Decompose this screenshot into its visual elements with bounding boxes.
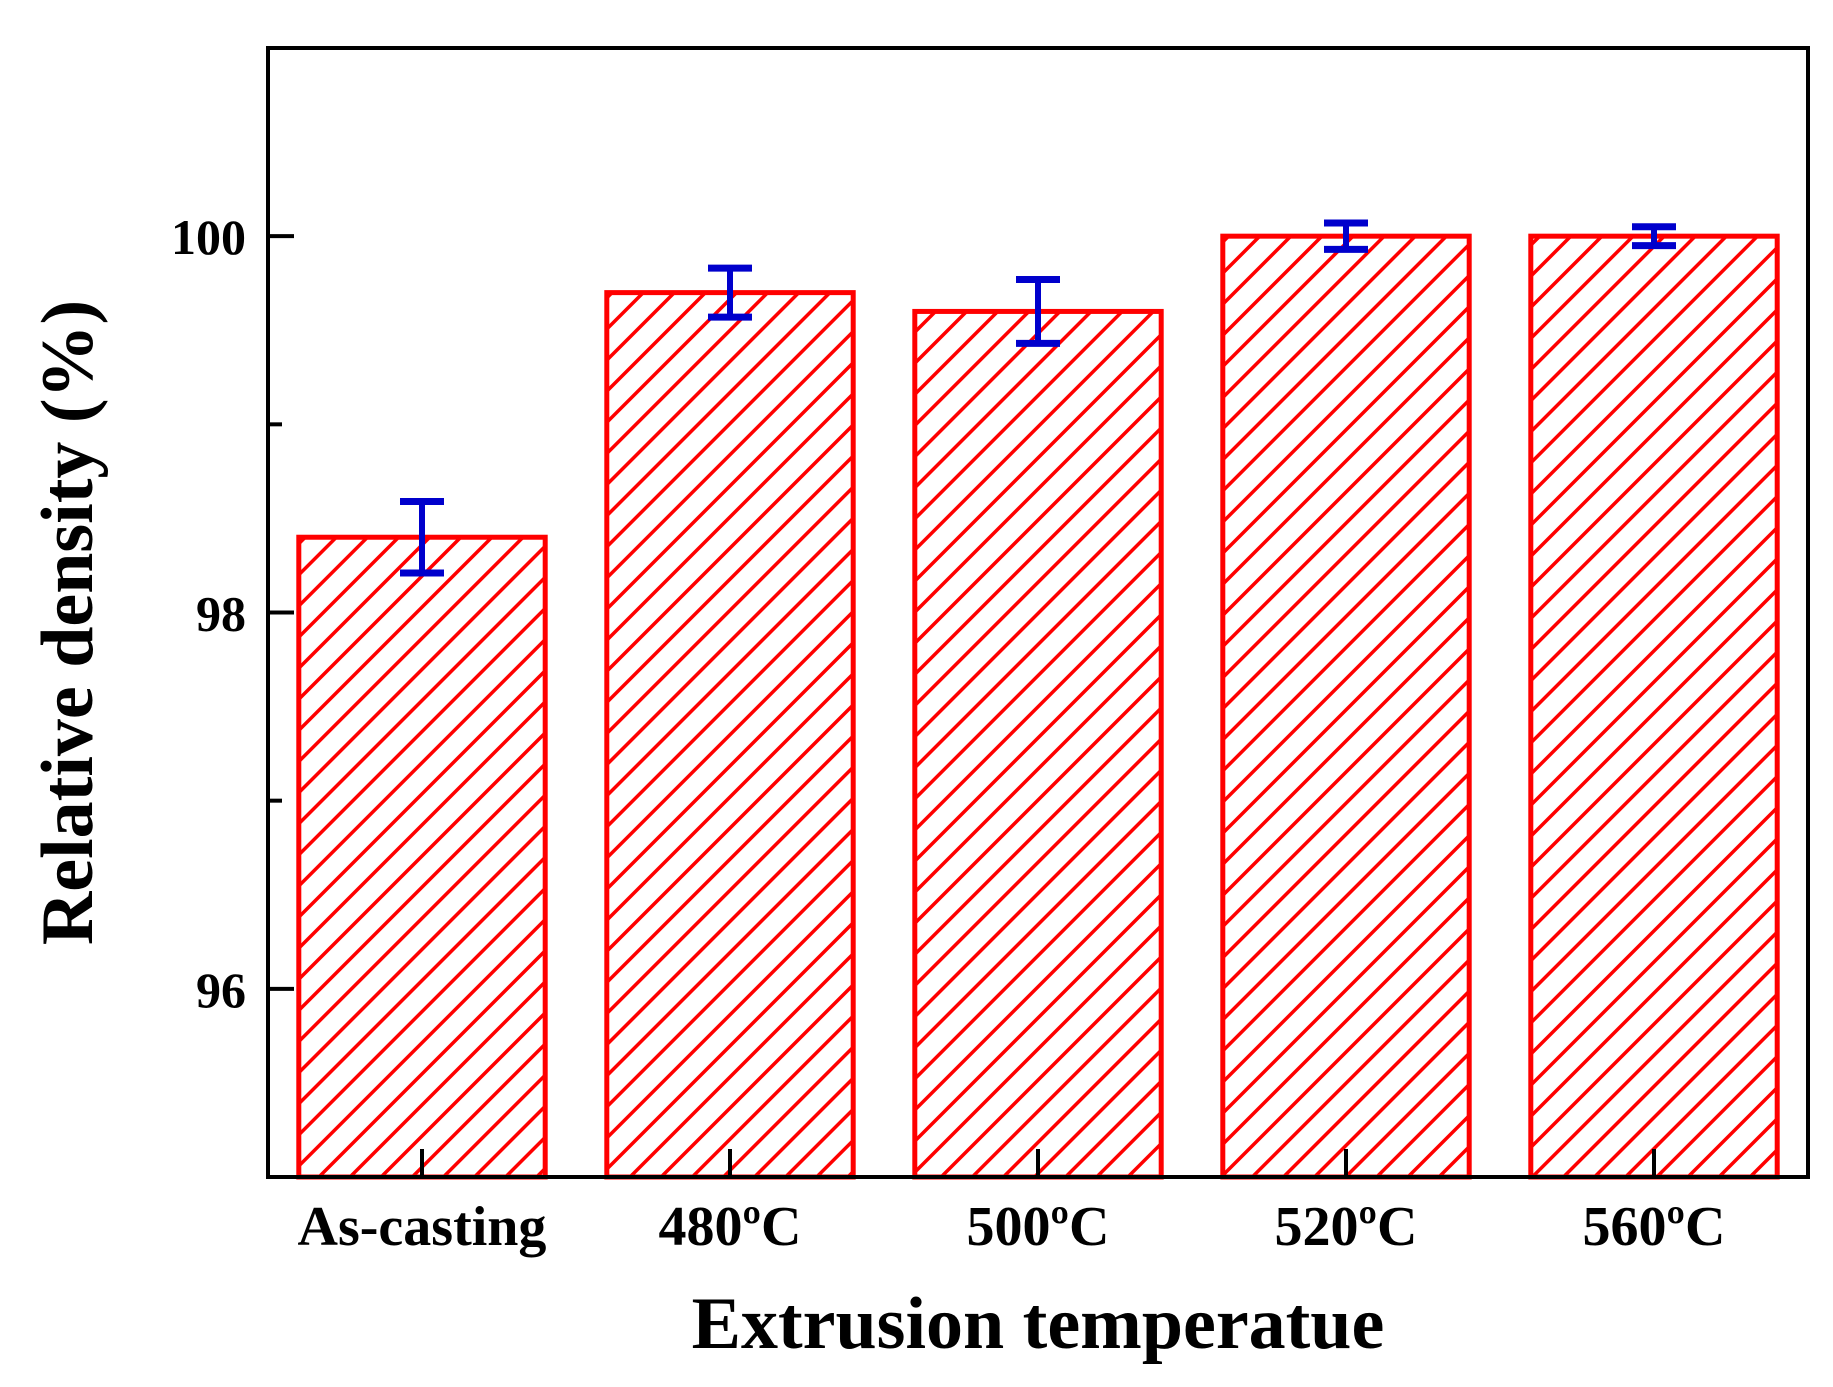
bars-layer xyxy=(296,233,1780,1180)
error-bars-layer xyxy=(400,219,1676,577)
x-tick-label-4: 560ºC xyxy=(1583,1196,1726,1258)
bar-2 xyxy=(912,308,1164,1180)
x-tick-label-3: 520ºC xyxy=(1275,1196,1418,1258)
y-tick-label-2: 100 xyxy=(171,209,246,265)
bar-4 xyxy=(1528,233,1780,1180)
y-tick-label-0: 96 xyxy=(196,962,246,1018)
y-axis-title: Relative density (%) xyxy=(27,300,109,945)
labels-layer: As-casting 480ºC 500ºC 520ºC 560ºC 96 98 100 Ext… xyxy=(27,209,1725,1365)
x-tick-label-1: 480ºC xyxy=(659,1196,802,1258)
x-tick-label-2: 500ºC xyxy=(967,1196,1110,1258)
y-tick-label-1: 98 xyxy=(196,586,246,642)
bar-1 xyxy=(604,290,856,1180)
x-axis-title: Extrusion temperatue xyxy=(692,1283,1385,1365)
bar-3 xyxy=(1220,233,1472,1180)
bar-0 xyxy=(296,534,548,1180)
x-tick-label-0: As-casting xyxy=(298,1196,547,1258)
axes-layer xyxy=(266,46,1810,1179)
